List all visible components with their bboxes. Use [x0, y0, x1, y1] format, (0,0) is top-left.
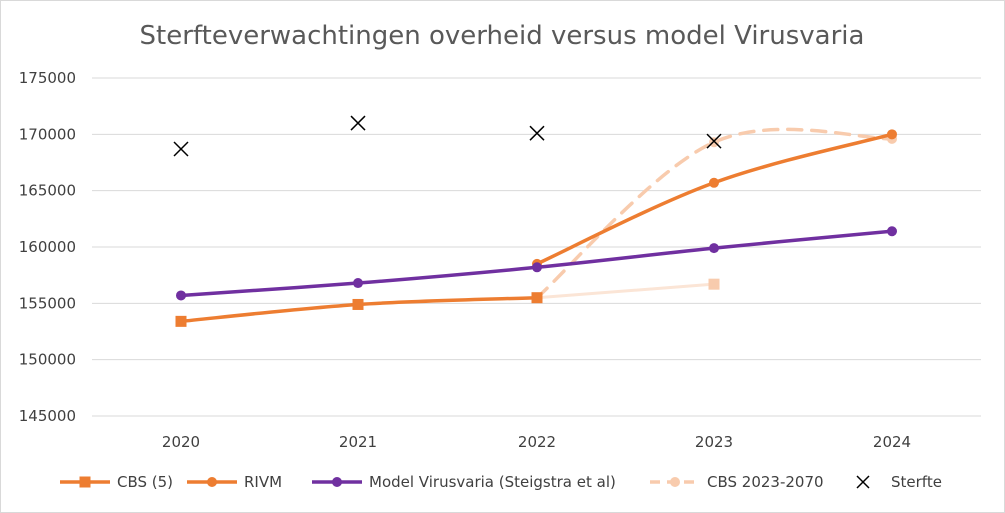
- data-point-0-2: [531, 292, 543, 304]
- y-tick-label-155000: 155000: [19, 294, 76, 312]
- x-tick-label-2022: 2022: [518, 433, 556, 451]
- data-point-1-3: [709, 177, 719, 188]
- legend: CBS (5) RIVM Model Virusvaria (Steigstra e…: [60, 473, 942, 491]
- series-0: [175, 292, 543, 327]
- legend-label-1: RIVM: [244, 473, 282, 491]
- chart-title: Sterfteverwachtingen overheid versus mod…: [140, 21, 865, 51]
- series: [173, 115, 897, 327]
- legend-marker-4-stroke-b: [856, 475, 870, 489]
- data-point-4-3: [706, 133, 722, 149]
- data-point-4-0-stroke-b: [173, 141, 189, 157]
- data-point-4-0: [173, 141, 189, 157]
- legend-label-4: Sterfte: [891, 473, 942, 491]
- x-tick-label-2024: 2024: [873, 433, 911, 451]
- series-line-3: [535, 127, 894, 300]
- legend-label-3: CBS 2023-2070: [707, 473, 824, 491]
- extra-segment-0: [536, 282, 715, 300]
- data-point-4-2: [529, 125, 545, 141]
- series-2: [176, 226, 897, 301]
- x-tick-label-2023: 2023: [695, 433, 733, 451]
- legend-item-4: Sterfte: [856, 473, 942, 491]
- data-point-0-1: [352, 298, 364, 310]
- legend-marker-2: [332, 477, 342, 487]
- legend-item-3: CBS 2023-2070: [650, 473, 824, 491]
- legend-marker-3: [670, 477, 680, 487]
- y-axis-ticks: 145000 150000 155000 160000 165000 170000 1750…: [19, 69, 76, 425]
- x-tick-label-2020: 2020: [162, 433, 200, 451]
- data-point-4-3-stroke-b: [706, 133, 722, 149]
- data-point-3-3: [709, 137, 719, 148]
- x-axis-ticks: 2020 2021 2022 2023 2024: [162, 433, 911, 451]
- series-4: [173, 115, 722, 157]
- legend-item-1: RIVM: [187, 473, 282, 491]
- y-tick-label-170000: 170000: [19, 125, 76, 143]
- x-tick-label-2021: 2021: [339, 433, 377, 451]
- legend-label-0: CBS (5): [117, 473, 173, 491]
- legend-marker-0: [79, 476, 91, 488]
- data-point-4-2-stroke-b: [529, 125, 545, 141]
- legend-marker-1: [207, 477, 217, 487]
- data-point-2-0: [176, 290, 186, 301]
- legend-label-2: Model Virusvaria (Steigstra et al): [369, 473, 616, 491]
- gridlines: [92, 77, 981, 417]
- y-tick-label-165000: 165000: [19, 182, 76, 200]
- data-point-2-1: [353, 278, 363, 289]
- data-point-2-3: [709, 243, 719, 254]
- legend-item-2: Model Virusvaria (Steigstra et al): [312, 473, 616, 491]
- y-tick-label-160000: 160000: [19, 238, 76, 256]
- data-point-4-1-stroke-b: [350, 115, 366, 131]
- data-point-4-1: [350, 115, 366, 131]
- extra-point-0: [708, 278, 720, 290]
- series-3: [532, 127, 897, 303]
- data-point-1-4: [887, 129, 897, 140]
- legend-item-0: CBS (5): [60, 473, 173, 491]
- data-point-0-0: [175, 315, 187, 327]
- y-tick-label-150000: 150000: [19, 351, 76, 369]
- y-tick-label-175000: 175000: [19, 69, 76, 87]
- y-tick-label-145000: 145000: [19, 407, 76, 425]
- data-point-2-2: [532, 262, 542, 273]
- legend-marker-4: [856, 475, 870, 489]
- data-point-2-4: [887, 226, 897, 237]
